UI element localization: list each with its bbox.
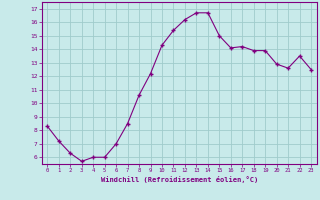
X-axis label: Windchill (Refroidissement éolien,°C): Windchill (Refroidissement éolien,°C) bbox=[100, 176, 258, 183]
